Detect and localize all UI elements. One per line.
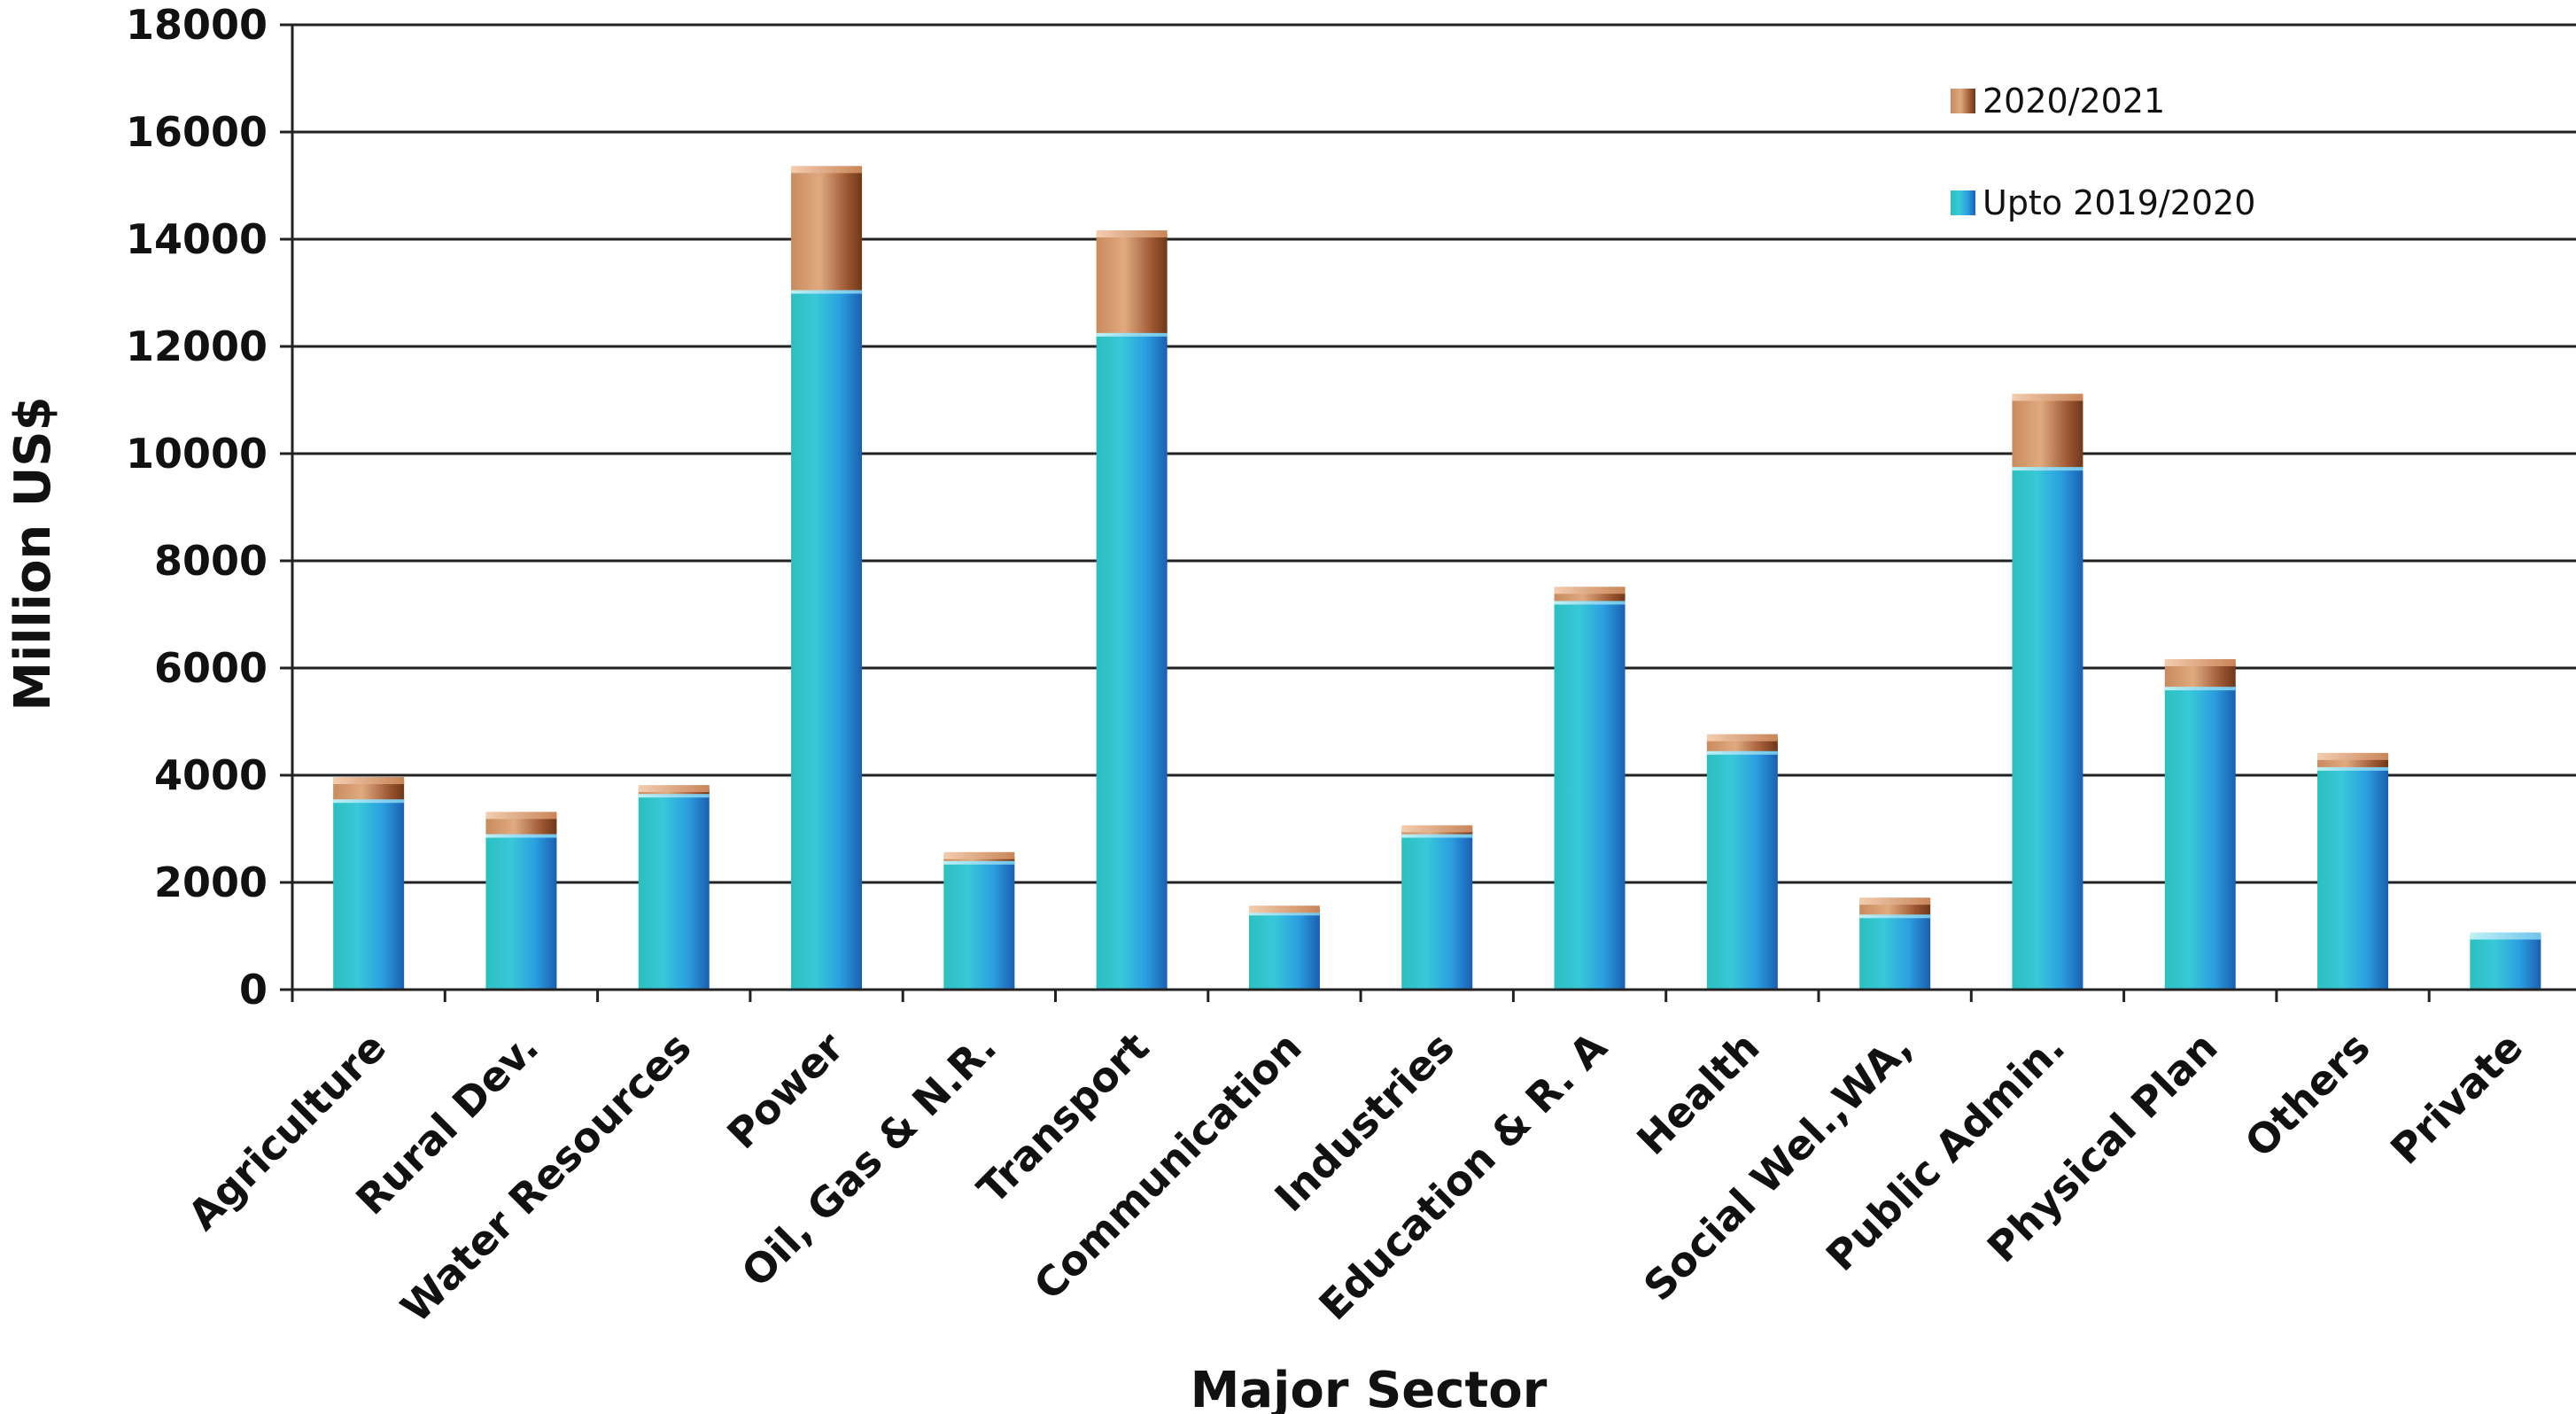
x-tick-label: Social Wel.,WA, [1634, 1023, 1921, 1310]
bar-cap-upto-2019-2020-14 [2470, 932, 2541, 940]
bar-upto-2019-2020-11 [2012, 467, 2083, 990]
legend-label-upto-2019-2020: Upto 2019/2020 [1982, 183, 2255, 222]
bar-2020-2021-0 [333, 781, 405, 800]
bar-cap-2020-2021-4 [943, 851, 1015, 859]
bar-cap-2020-2021-8 [1554, 587, 1626, 594]
legend-swatch-upto-2019-2020 [1951, 190, 1975, 215]
y-tick-label: 14000 [126, 215, 268, 263]
y-axis-title: Million US$ [4, 396, 62, 711]
bar-upto-2019-2020-12 [2164, 687, 2236, 990]
bar-cap-2020-2021-10 [1859, 897, 1931, 905]
x-tick-label: Oil, Gas & N.R. [733, 1023, 1005, 1296]
bars-group [333, 166, 2541, 991]
bar-cap-2020-2021-6 [1248, 905, 1320, 913]
x-tick-label: Water Resources [392, 1023, 701, 1332]
y-tick-label: 0 [239, 966, 268, 1014]
bar-cap-2020-2021-3 [791, 166, 863, 174]
bar-cap-2020-2021-12 [2164, 658, 2236, 666]
bar-2020-2021-5 [1096, 233, 1168, 333]
bar-cap-2020-2021-11 [2012, 393, 2083, 401]
bar-cap-2020-2021-9 [1706, 734, 1778, 742]
x-tick-label: Power [718, 1022, 853, 1158]
x-tick-label: Health [1627, 1023, 1768, 1164]
bar-upto-2019-2020-7 [1401, 834, 1473, 990]
bar-upto-2019-2020-3 [791, 290, 863, 991]
y-tick-label: 10000 [126, 430, 268, 478]
bar-upto-2019-2020-8 [1554, 601, 1626, 990]
bar-upto-2019-2020-5 [1096, 332, 1168, 990]
y-tick-labels: 0 2000 4000 6000 8000 10000 12000 14000 16000 180… [126, 1, 268, 1014]
bar-upto-2019-2020-2 [638, 794, 710, 990]
bar-upto-2019-2020-1 [485, 834, 557, 990]
bar-cap-2020-2021-2 [638, 785, 710, 793]
legend-swatch-2020-2021 [1951, 89, 1975, 113]
bar-upto-2019-2020-10 [1859, 914, 1931, 990]
bar-cap-2020-2021-1 [485, 812, 557, 820]
y-tick-label: 4000 [154, 751, 268, 799]
x-tick-label: Communication [1025, 1023, 1311, 1309]
y-tick-label: 16000 [126, 108, 268, 156]
bar-cap-2020-2021-13 [2317, 752, 2389, 760]
x-tick-label: Others [2236, 1023, 2379, 1167]
y-tick-label: 2000 [154, 858, 268, 906]
bar-2020-2021-12 [2164, 662, 2236, 688]
bar-2020-2021-11 [2012, 397, 2083, 468]
bar-cap-2020-2021-7 [1401, 825, 1473, 833]
bar-upto-2019-2020-4 [943, 860, 1015, 990]
bar-upto-2019-2020-6 [1248, 912, 1320, 990]
bar-2020-2021-3 [791, 169, 863, 291]
legend-label-2020-2021: 2020/2021 [1982, 82, 2165, 120]
x-tick-label: Education & R. A [1310, 1022, 1617, 1329]
bar-upto-2019-2020-9 [1706, 750, 1778, 990]
bar-upto-2019-2020-13 [2317, 766, 2389, 990]
y-tick-label: 12000 [126, 322, 268, 370]
bar-2020-2021-1 [485, 815, 557, 835]
y-tick-label: 8000 [154, 537, 268, 585]
bar-upto-2019-2020-14 [2470, 936, 2541, 990]
bar-cap-2020-2021-0 [333, 777, 405, 785]
x-tick-label: Private [2381, 1023, 2532, 1174]
bar-upto-2019-2020-0 [333, 799, 405, 990]
x-axis-title: Major Sector [1191, 1362, 1548, 1414]
legend: 2020/2021 Upto 2019/2020 [1951, 82, 2255, 222]
y-tick-label: 6000 [154, 644, 268, 692]
axes-group [291, 25, 2576, 1002]
y-tick-label: 18000 [126, 1, 268, 49]
bar-cap-2020-2021-5 [1096, 229, 1168, 237]
